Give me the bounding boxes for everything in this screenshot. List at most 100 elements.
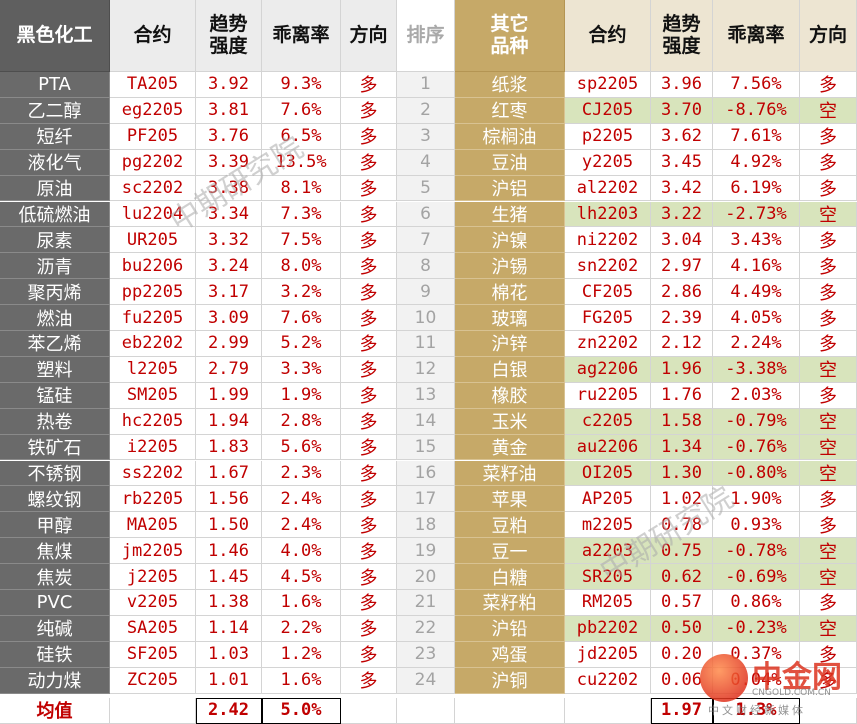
right-row-contract: a2203: [565, 538, 651, 565]
right-row-contract: p2205: [565, 123, 651, 150]
rank-cell: 1: [397, 72, 455, 98]
right-row-contract: AP205: [565, 486, 651, 513]
left-row-direction: 多: [341, 512, 397, 539]
average-blank: [341, 697, 397, 724]
rank-cell: 6: [397, 201, 455, 228]
rank-cell: 7: [397, 227, 455, 254]
right-row-name: 沪铜: [455, 667, 565, 694]
right-row-name: 鸡蛋: [455, 641, 565, 668]
right-row-contract: CJ205: [565, 97, 651, 124]
left-row-deviation: 2.8%: [262, 408, 341, 435]
right-row-direction: 多: [800, 227, 857, 254]
right-row-name: 白银: [455, 356, 565, 383]
right-row-strength: 1.02: [651, 486, 713, 513]
left-row-strength: 3.24: [196, 253, 262, 280]
right-row-direction: 多: [800, 667, 857, 694]
left-row-deviation: 7.5%: [262, 227, 341, 254]
left-row-deviation: 2.4%: [262, 512, 341, 539]
right-row-deviation: -0.80%: [713, 460, 800, 487]
right-row-contract: sp2205: [565, 72, 651, 98]
left-row-contract: PF205: [110, 123, 196, 150]
left-row-name: 纯碱: [0, 615, 110, 642]
left-row-contract: bu2206: [110, 253, 196, 280]
left-row-direction: 多: [341, 564, 397, 590]
right-row-contract: y2205: [565, 149, 651, 176]
left-row-deviation: 9.3%: [262, 72, 341, 98]
left-row-deviation: 7.6%: [262, 305, 341, 331]
right-row-direction: 多: [800, 72, 857, 98]
right-row-contract: RM205: [565, 590, 651, 616]
right-row-name: 菜籽油: [455, 460, 565, 487]
left-row-contract: ZC205: [110, 667, 196, 694]
right-row-strength: 3.04: [651, 227, 713, 254]
right-row-direction: 多: [800, 486, 857, 513]
right-row-contract: m2205: [565, 512, 651, 539]
left-row-direction: 多: [341, 227, 397, 254]
rank-cell: 19: [397, 538, 455, 565]
left-row-name: 低硫燃油: [0, 201, 110, 228]
left-row-strength: 3.38: [196, 175, 262, 202]
right-row-strength: 0.57: [651, 590, 713, 616]
left-row-deviation: 3.3%: [262, 356, 341, 383]
left-row-strength: 1.45: [196, 564, 262, 590]
left-row-strength: 3.09: [196, 305, 262, 331]
left-row-strength: 1.94: [196, 408, 262, 435]
right-row-direction: 空: [800, 460, 857, 487]
right-row-name: 红枣: [455, 97, 565, 124]
left-row-deviation: 6.5%: [262, 123, 341, 150]
right-row-strength: 3.62: [651, 123, 713, 150]
left-row-direction: 多: [341, 72, 397, 98]
left-row-strength: 3.76: [196, 123, 262, 150]
left-row-contract: pg2202: [110, 149, 196, 176]
right-row-deviation: 4.16%: [713, 253, 800, 280]
left-row-deviation: 4.5%: [262, 564, 341, 590]
left-row-contract: pp2205: [110, 279, 196, 306]
left-row-name: PVC: [0, 590, 110, 616]
header-contract-right: 合约: [565, 0, 651, 72]
right-row-direction: 多: [800, 382, 857, 409]
average-blank: [800, 697, 857, 724]
right-row-name: 棉花: [455, 279, 565, 306]
rank-cell: 2: [397, 97, 455, 124]
left-row-name: 尿素: [0, 227, 110, 254]
average-blank: [565, 697, 651, 724]
left-row-contract: SA205: [110, 615, 196, 642]
left-row-name: 原油: [0, 175, 110, 202]
left-row-strength: 2.99: [196, 331, 262, 357]
average-label: 均值: [0, 697, 110, 724]
left-row-deviation: 1.2%: [262, 641, 341, 668]
right-row-strength: 0.62: [651, 564, 713, 590]
rank-cell: 22: [397, 615, 455, 642]
left-row-strength: 1.99: [196, 382, 262, 409]
right-row-contract: lh2203: [565, 201, 651, 228]
header-contract-left: 合约: [110, 0, 196, 72]
header-strength-right: 趋势 强度: [651, 0, 713, 72]
rank-cell: 5: [397, 175, 455, 202]
right-row-strength: 3.22: [651, 201, 713, 228]
right-row-deviation: 0.93%: [713, 512, 800, 539]
right-row-deviation: 4.49%: [713, 279, 800, 306]
right-row-strength: 3.45: [651, 149, 713, 176]
right-row-name: 白糖: [455, 564, 565, 590]
right-row-direction: 多: [800, 512, 857, 539]
left-row-contract: ss2202: [110, 460, 196, 487]
right-row-name: 沪锡: [455, 253, 565, 280]
left-row-name: 硅铁: [0, 641, 110, 668]
left-row-name: PTA: [0, 72, 110, 98]
left-row-name: 热卷: [0, 408, 110, 435]
right-row-direction: 多: [800, 253, 857, 280]
left-row-name: 甲醇: [0, 512, 110, 539]
right-row-deviation: 4.05%: [713, 305, 800, 331]
left-row-deviation: 5.6%: [262, 434, 341, 461]
left-row-strength: 1.83: [196, 434, 262, 461]
right-row-direction: 空: [800, 615, 857, 642]
right-row-deviation: 2.24%: [713, 331, 800, 357]
average-right-deviation: 1.3%: [713, 697, 800, 724]
rank-cell: 15: [397, 434, 455, 461]
left-row-direction: 多: [341, 408, 397, 435]
right-row-contract: jd2205: [565, 641, 651, 668]
right-row-deviation: 1.90%: [713, 486, 800, 513]
left-row-name: 苯乙烯: [0, 331, 110, 357]
left-row-deviation: 2.3%: [262, 460, 341, 487]
